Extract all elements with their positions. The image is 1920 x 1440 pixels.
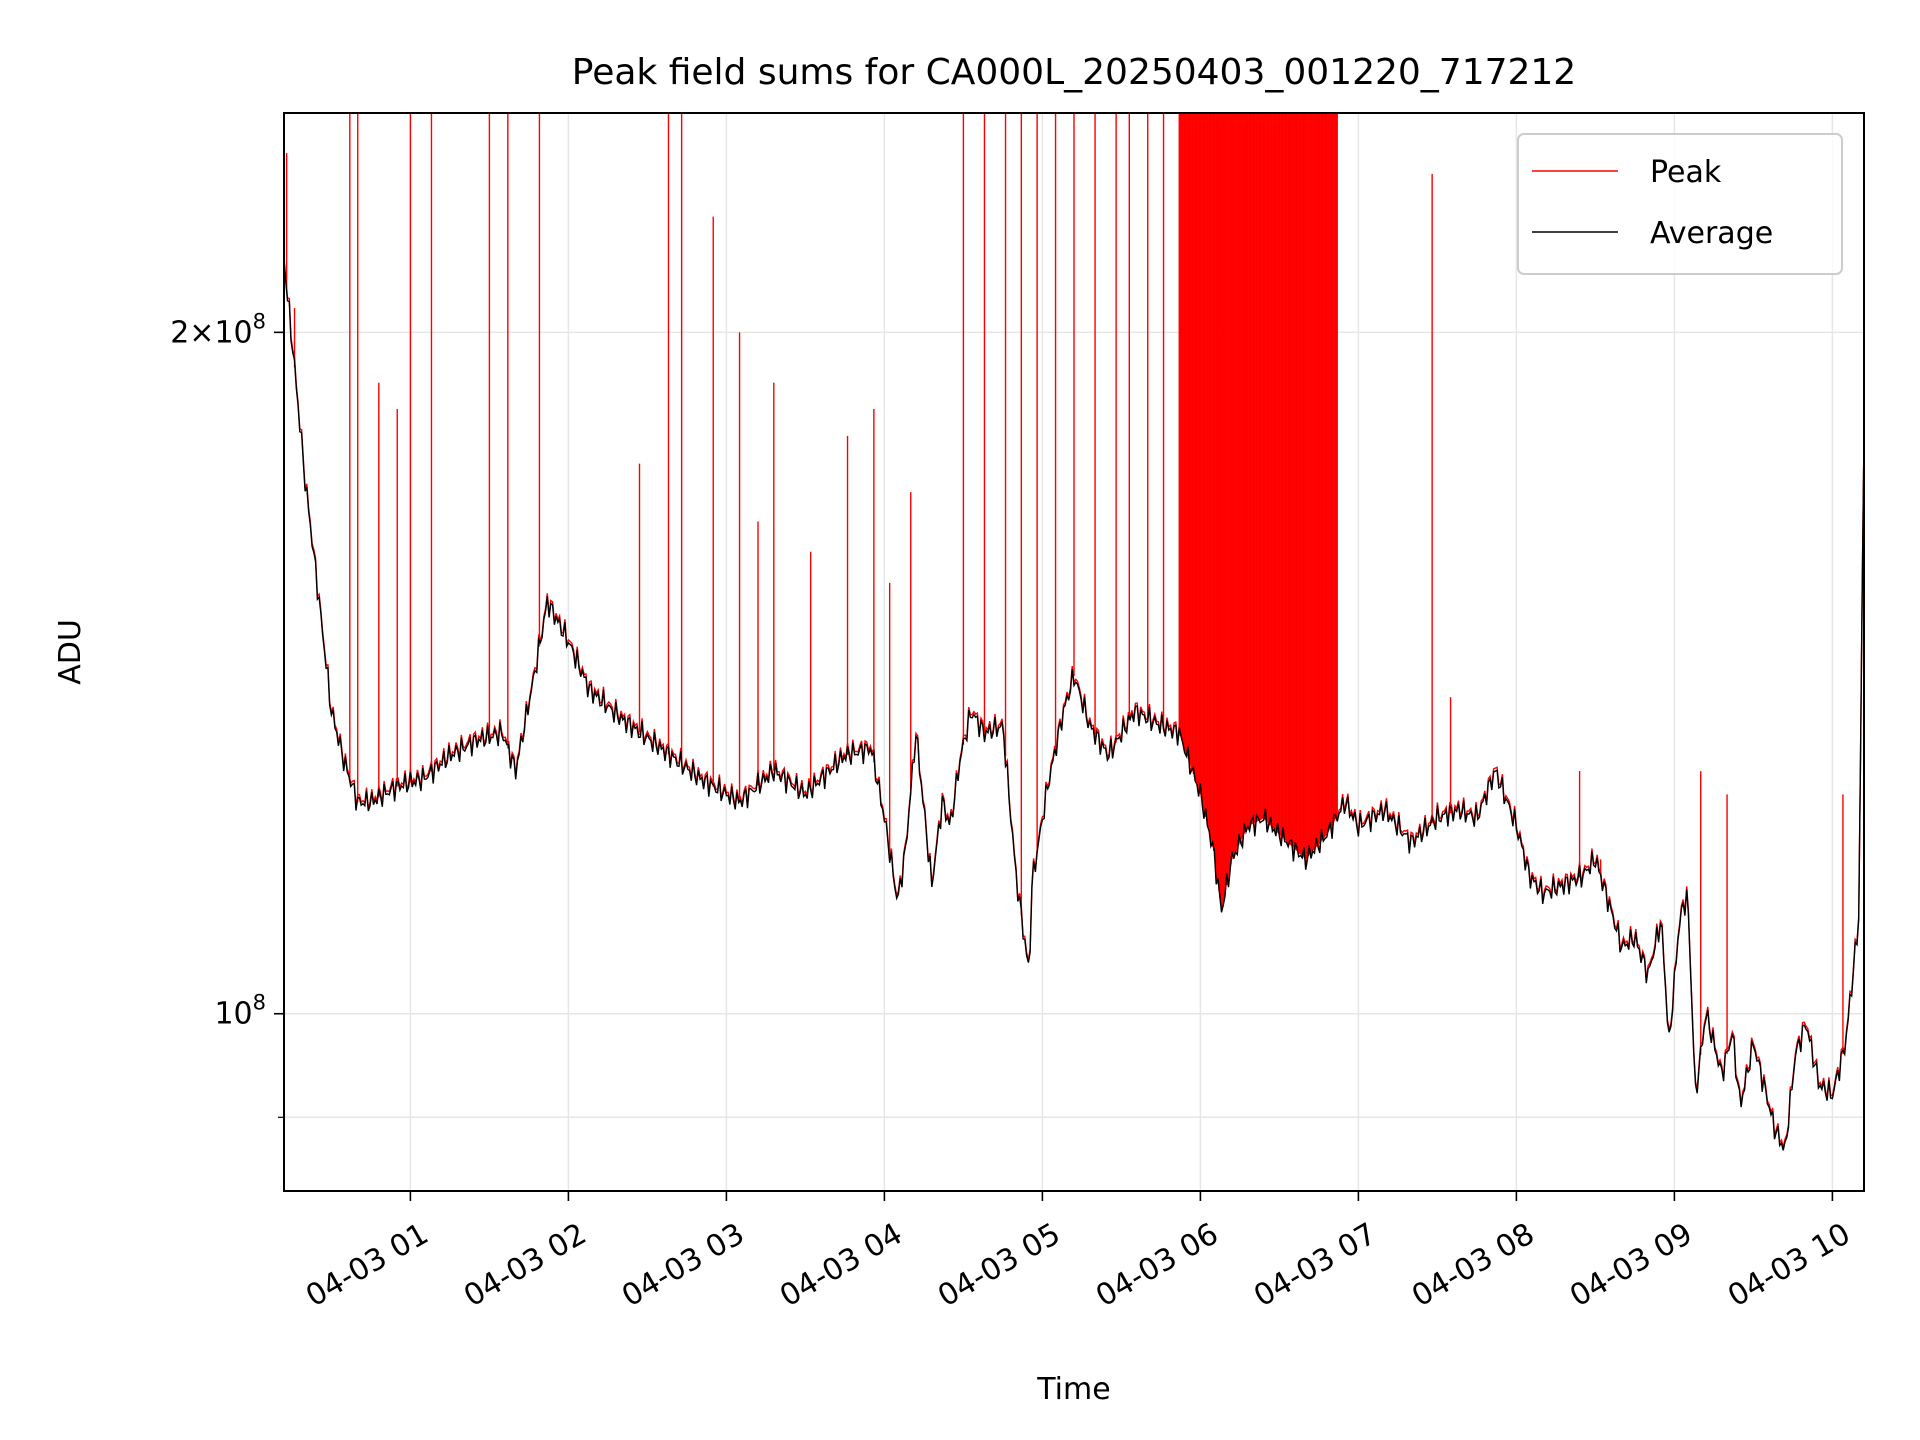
- y-axis-label: ADU: [53, 619, 88, 685]
- average-line: [283, 261, 1865, 1151]
- legend-average-label: Average: [1650, 216, 1773, 251]
- chart-title: Peak field sums for CA000L_20250403_0012…: [572, 52, 1576, 93]
- series-average: [283, 261, 1865, 1151]
- y-tick-label: 108: [214, 991, 266, 1032]
- y-tick-label: 2×108: [170, 309, 266, 350]
- y-axis-ticks: 108 2×108: [170, 309, 284, 1118]
- legend-peak-label: Peak: [1650, 155, 1722, 190]
- series-peak: [283, 113, 1865, 1148]
- legend: Peak Average: [1517, 133, 1843, 275]
- grid: [284, 113, 1864, 1191]
- legend-box: [1517, 133, 1843, 275]
- x-axis-label: Time: [1036, 1372, 1110, 1407]
- plot-frame: [283, 112, 1865, 1192]
